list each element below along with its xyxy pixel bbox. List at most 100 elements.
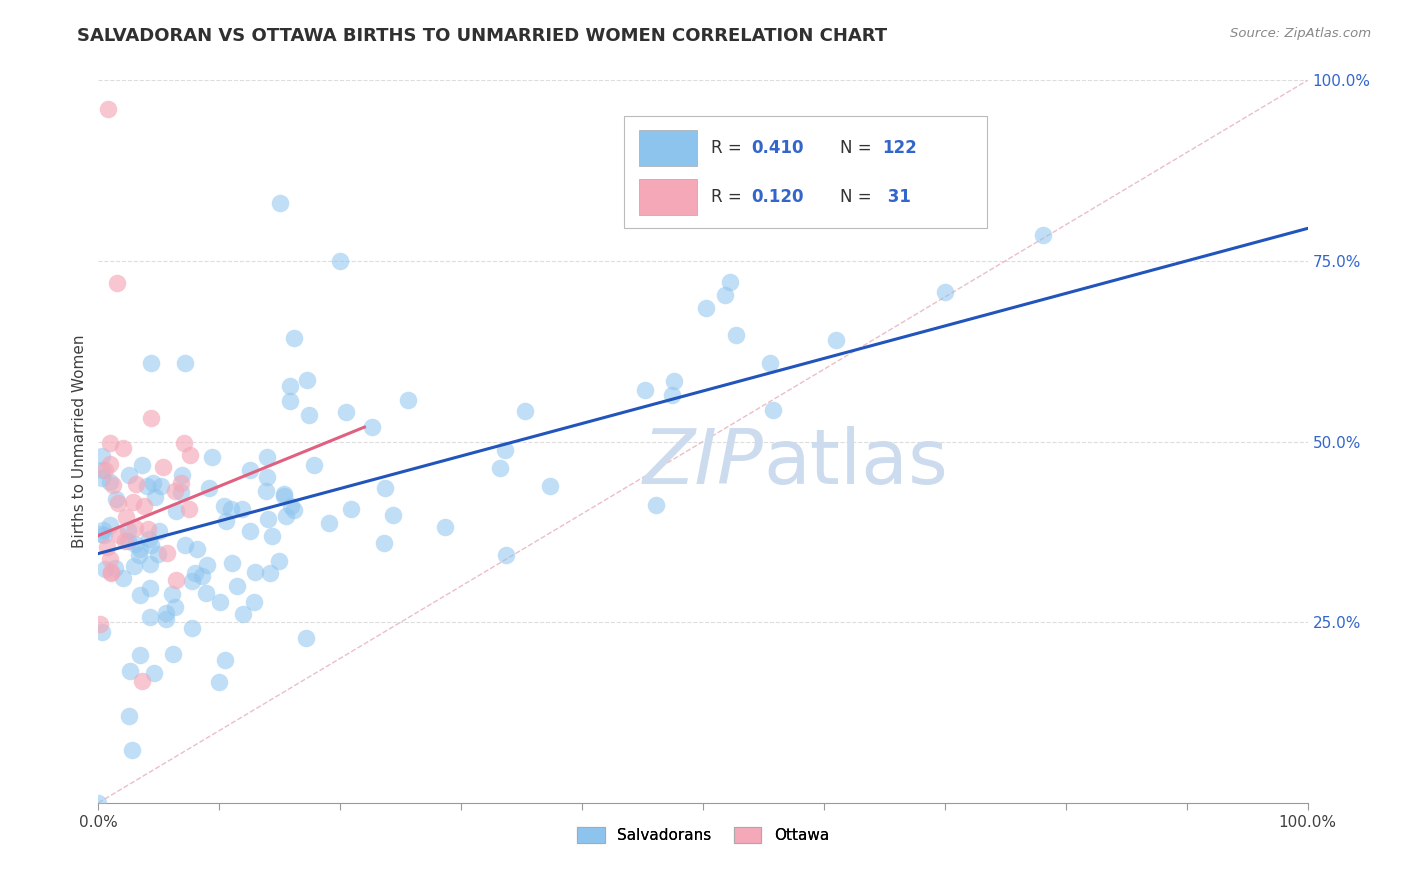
Point bbox=[139, 557, 162, 571]
Text: 31: 31 bbox=[882, 188, 911, 206]
Point bbox=[725, 328, 748, 343]
Text: Source: ZipAtlas.com: Source: ZipAtlas.com bbox=[1230, 27, 1371, 40]
Text: N =: N = bbox=[839, 139, 876, 157]
Point bbox=[932, 200, 955, 214]
Point bbox=[231, 501, 253, 516]
Point bbox=[155, 607, 177, 621]
Point bbox=[173, 436, 195, 450]
Point bbox=[97, 102, 120, 116]
Point bbox=[170, 484, 193, 499]
Point bbox=[100, 565, 122, 579]
Text: 0.120: 0.120 bbox=[751, 188, 804, 206]
Point bbox=[340, 502, 363, 516]
Point bbox=[295, 373, 318, 387]
Point bbox=[107, 496, 129, 510]
Point bbox=[934, 285, 956, 299]
Point bbox=[91, 624, 114, 639]
Point bbox=[122, 559, 145, 574]
Legend: Salvadorans, Ottawa: Salvadorans, Ottawa bbox=[571, 822, 835, 849]
Point bbox=[488, 461, 510, 475]
Point bbox=[98, 475, 121, 490]
Point bbox=[208, 674, 231, 689]
Point bbox=[148, 524, 170, 539]
Point bbox=[165, 504, 187, 518]
Point bbox=[89, 617, 111, 632]
Point bbox=[759, 356, 782, 370]
Point bbox=[273, 487, 295, 501]
Point bbox=[273, 489, 295, 503]
Point bbox=[114, 510, 136, 524]
Point bbox=[143, 491, 166, 505]
Point bbox=[138, 532, 160, 546]
Point bbox=[645, 498, 668, 512]
Point bbox=[212, 499, 235, 513]
Point bbox=[195, 558, 218, 573]
Point bbox=[155, 612, 177, 626]
Text: R =: R = bbox=[711, 188, 748, 206]
Point bbox=[494, 443, 516, 458]
Point bbox=[278, 394, 301, 409]
Point bbox=[91, 463, 114, 477]
Point bbox=[278, 379, 301, 393]
Point bbox=[104, 560, 127, 574]
Point bbox=[129, 541, 152, 556]
Point bbox=[132, 500, 155, 514]
Point bbox=[136, 479, 159, 493]
Point bbox=[329, 253, 352, 268]
Point bbox=[195, 585, 218, 599]
Point bbox=[142, 476, 165, 491]
Point bbox=[98, 457, 121, 471]
Point bbox=[124, 537, 146, 551]
Point bbox=[148, 547, 170, 561]
Point bbox=[762, 402, 785, 417]
Point bbox=[131, 458, 153, 472]
Point bbox=[90, 471, 112, 485]
Point bbox=[434, 520, 457, 534]
Point bbox=[276, 508, 298, 523]
Point bbox=[100, 566, 122, 581]
Point bbox=[200, 450, 222, 465]
Text: R =: R = bbox=[711, 139, 748, 157]
Point bbox=[117, 533, 139, 548]
Point bbox=[179, 502, 201, 516]
Point bbox=[294, 631, 316, 645]
Point bbox=[162, 647, 184, 661]
Point bbox=[149, 479, 172, 493]
Point bbox=[170, 468, 193, 483]
Point bbox=[101, 478, 124, 492]
Text: N =: N = bbox=[839, 188, 876, 206]
Point bbox=[143, 665, 166, 680]
Point bbox=[118, 709, 141, 723]
Point bbox=[373, 536, 395, 550]
Point bbox=[181, 574, 204, 588]
Point bbox=[215, 514, 238, 528]
Point bbox=[98, 436, 121, 450]
Point bbox=[139, 539, 162, 553]
Point bbox=[239, 463, 262, 477]
Point bbox=[93, 524, 115, 538]
Point bbox=[152, 460, 174, 475]
Point bbox=[155, 546, 177, 560]
Point bbox=[163, 600, 186, 615]
FancyBboxPatch shape bbox=[638, 129, 697, 166]
Point bbox=[141, 411, 163, 425]
Point bbox=[335, 405, 357, 419]
Point bbox=[381, 508, 404, 523]
Point bbox=[128, 648, 150, 662]
Point bbox=[254, 483, 277, 498]
Point bbox=[131, 674, 153, 689]
Point bbox=[121, 742, 143, 756]
Point bbox=[90, 527, 112, 541]
Point bbox=[280, 499, 302, 513]
Y-axis label: Births to Unmarried Women: Births to Unmarried Women bbox=[72, 334, 87, 549]
Point bbox=[165, 483, 187, 498]
Point bbox=[209, 594, 232, 608]
Point bbox=[118, 664, 141, 678]
Point bbox=[225, 579, 247, 593]
Point bbox=[105, 276, 128, 290]
Point bbox=[302, 458, 325, 473]
Text: ZIP: ZIP bbox=[643, 426, 763, 500]
Point bbox=[111, 442, 134, 456]
Point bbox=[128, 548, 150, 562]
Point bbox=[94, 562, 117, 576]
